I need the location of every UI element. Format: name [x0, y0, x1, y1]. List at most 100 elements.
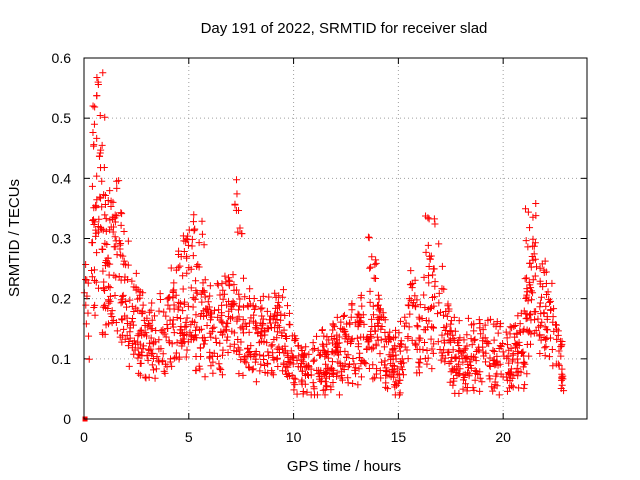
data-point	[429, 349, 437, 357]
data-point	[129, 314, 137, 322]
data-point	[460, 336, 468, 344]
data-point	[184, 302, 192, 310]
data-point	[88, 182, 96, 190]
data-point	[295, 342, 303, 350]
data-point	[97, 194, 105, 202]
data-point	[157, 327, 165, 335]
data-point	[126, 334, 134, 342]
data-point	[291, 337, 299, 345]
data-point	[118, 210, 126, 218]
data-point	[391, 391, 399, 399]
data-point	[339, 313, 347, 321]
data-point	[207, 333, 215, 341]
data-point	[293, 356, 301, 364]
data-point	[333, 331, 341, 339]
data-point	[187, 321, 195, 329]
data-point	[168, 362, 176, 370]
data-point	[313, 332, 321, 340]
data-point	[532, 199, 540, 207]
data-point	[239, 325, 247, 333]
data-point	[425, 262, 433, 270]
data-point	[167, 264, 175, 272]
data-point	[97, 146, 105, 154]
data-point	[190, 335, 198, 343]
data-point	[82, 276, 90, 284]
data-point	[233, 286, 241, 294]
data-point	[186, 328, 194, 336]
data-point	[373, 333, 381, 341]
data-point	[379, 309, 387, 317]
data-point	[196, 365, 204, 373]
data-point	[543, 315, 551, 323]
data-point	[106, 260, 114, 268]
data-point	[136, 327, 144, 335]
data-point	[540, 309, 548, 317]
data-point	[516, 328, 524, 336]
data-point	[215, 360, 223, 368]
data-point	[420, 291, 428, 299]
data-point	[221, 290, 229, 298]
data-point	[95, 284, 103, 292]
data-point	[101, 200, 109, 208]
data-point	[372, 274, 380, 282]
x-tick-label: 5	[185, 429, 193, 445]
data-point	[343, 320, 351, 328]
data-point	[145, 339, 153, 347]
data-point	[481, 334, 489, 342]
data-point	[477, 330, 485, 338]
data-point	[264, 348, 272, 356]
data-point	[354, 321, 362, 329]
data-point	[560, 387, 568, 395]
data-point	[257, 297, 265, 305]
data-point	[372, 256, 380, 264]
data-point	[211, 306, 219, 314]
data-point	[82, 261, 90, 269]
data-point	[169, 293, 177, 301]
data-point	[445, 348, 453, 356]
data-point	[448, 365, 456, 373]
data-point	[352, 370, 360, 378]
data-point	[235, 302, 243, 310]
data-point	[542, 302, 550, 310]
data-point	[343, 354, 351, 362]
data-point	[125, 337, 133, 345]
data-point	[513, 330, 521, 338]
data-point	[424, 323, 432, 331]
data-point	[265, 293, 273, 301]
data-point	[142, 329, 150, 337]
data-point	[99, 303, 107, 311]
data-point	[435, 299, 443, 307]
data-point	[293, 390, 301, 398]
data-point	[244, 302, 252, 310]
data-point	[366, 287, 374, 295]
data-point	[298, 380, 306, 388]
data-point	[520, 384, 528, 392]
data-point	[520, 325, 528, 333]
data-point	[558, 365, 566, 373]
data-point	[489, 387, 497, 395]
data-point	[537, 336, 545, 344]
data-point	[335, 351, 343, 359]
data-point	[401, 322, 409, 330]
data-point	[365, 365, 373, 373]
data-point	[405, 302, 413, 310]
data-point	[323, 333, 331, 341]
data-point	[340, 365, 348, 373]
data-point	[168, 340, 176, 348]
data-point	[415, 334, 423, 342]
data-point	[197, 325, 205, 333]
data-point	[549, 362, 557, 370]
data-point	[233, 190, 241, 198]
data-point	[460, 346, 468, 354]
data-point	[128, 318, 136, 326]
data-point	[200, 241, 208, 249]
data-point	[123, 303, 131, 311]
data-point	[214, 281, 222, 289]
data-point	[511, 322, 519, 330]
data-point	[534, 315, 542, 323]
data-point	[94, 228, 102, 236]
data-point	[230, 340, 238, 348]
data-point	[349, 380, 357, 388]
data-point	[525, 352, 533, 360]
data-point	[118, 331, 126, 339]
